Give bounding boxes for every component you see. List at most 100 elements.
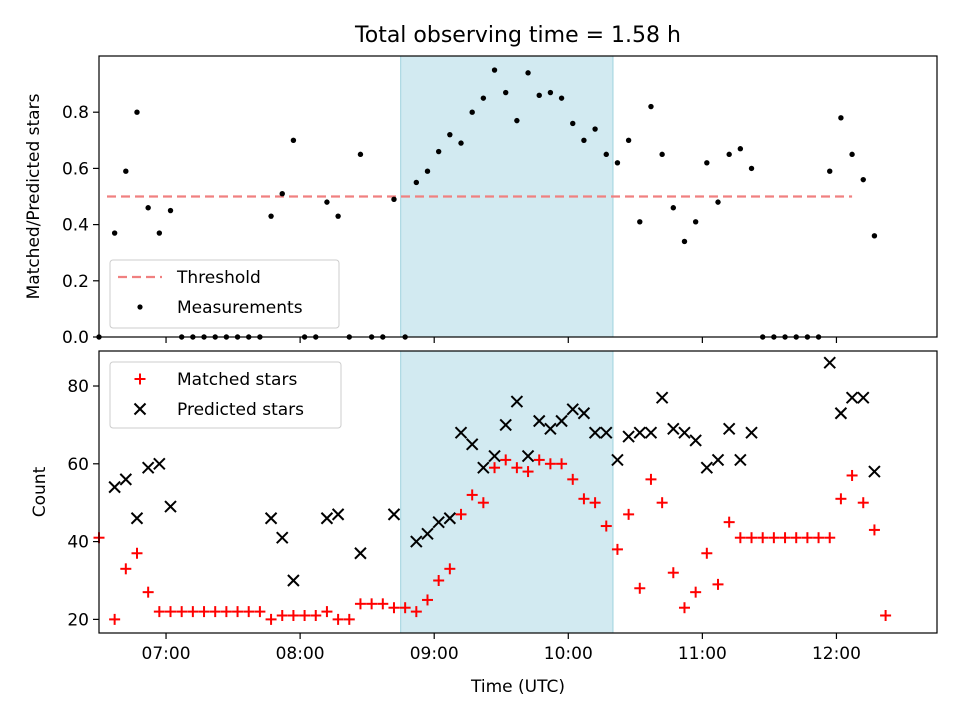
bottom-plot-frame [98, 350, 938, 634]
matched-star-point [734, 532, 746, 544]
matched-star-point [723, 516, 735, 528]
x-tick-label: 12:00 [812, 644, 861, 664]
predicted-star-point [354, 547, 367, 560]
predicted-star-point [320, 512, 334, 525]
matched-star-point [556, 458, 568, 470]
matched-star-point [611, 543, 623, 555]
x-tick-label: 10:00 [544, 644, 593, 664]
matched-star-point [109, 613, 121, 625]
predicted-star-point [488, 449, 501, 463]
measurement-point [827, 168, 833, 174]
measurement-point [145, 205, 151, 211]
predicted-star-point [711, 453, 725, 467]
predicted-star-point [689, 434, 702, 447]
predicted-star-point [667, 422, 680, 436]
predicted-star-point [868, 465, 881, 478]
top-legend: Threshold Measurements [109, 259, 340, 329]
matched-star-point [120, 563, 132, 575]
x-tick-label: 08:00 [276, 644, 325, 664]
matched-star-point [824, 532, 836, 544]
y-tick-label: 0.8 [62, 103, 89, 123]
predicted-star-point [745, 426, 758, 439]
legend-measurements-label: Measurements [177, 298, 303, 318]
measurement-point [357, 151, 364, 158]
predicted-star-point [130, 512, 144, 525]
matched-star-point [846, 469, 858, 481]
matched-star-point [489, 462, 501, 474]
matched-star-point [220, 606, 232, 618]
predicted-star-point [834, 407, 848, 420]
measurement-point [681, 238, 688, 245]
predicted-star-point [644, 426, 658, 439]
matched-star-point [198, 606, 210, 618]
predicted-star-point [443, 512, 457, 525]
matched-star-point [533, 454, 545, 466]
predicted-star-point [421, 527, 434, 541]
measurement-point [335, 213, 341, 219]
legend-matched-marker [134, 373, 146, 385]
matched-star-point [746, 532, 758, 544]
predicted-star-point [164, 500, 177, 513]
matched-star-point [757, 532, 769, 544]
y-tick-label: 0.0 [62, 328, 89, 348]
predicted-star-point [611, 453, 624, 467]
measurement-point [748, 165, 755, 172]
predicted-star-point [432, 515, 445, 529]
matched-star-point [388, 602, 400, 614]
measurement-point [726, 151, 732, 158]
matched-star-point [176, 606, 188, 618]
predicted-star-point [577, 407, 591, 420]
y-tick-label: 0.4 [62, 216, 89, 236]
predicted-star-point [566, 403, 579, 416]
matched-star-point [544, 458, 556, 470]
measurement-point [603, 151, 609, 158]
measurement-point [424, 168, 431, 174]
matched-star-point [332, 613, 344, 625]
measurement-point [480, 95, 487, 101]
predicted-star-point [287, 574, 300, 587]
matched-star-point [187, 606, 199, 618]
legend-predicted-label: Predicted stars [177, 400, 304, 420]
matched-star-point [276, 609, 288, 621]
legend-predicted-marker [133, 402, 147, 416]
matched-star-point [768, 532, 780, 544]
matched-star-point [667, 567, 679, 579]
measurement-point [156, 230, 163, 236]
measurement-point [715, 199, 721, 205]
predicted-star-point [700, 461, 714, 474]
predicted-star-point [555, 414, 568, 428]
measurement-point [536, 92, 542, 99]
x-tick-label: 07:00 [142, 644, 191, 664]
predicted-star-point [153, 457, 166, 471]
matched-stars-points [93, 454, 892, 625]
top-plot-frame [98, 55, 938, 338]
top-legend-box [109, 259, 340, 329]
chart-title: Total observing time = 1.58 h [354, 23, 681, 48]
legend-matched-symbol [134, 373, 146, 385]
predicted-star-point [678, 426, 691, 439]
y-tick-label: 20 [67, 610, 89, 630]
measurement-point [558, 95, 565, 101]
matched-star-point [567, 473, 579, 485]
predicted-star-point [499, 418, 512, 432]
legend-predicted-symbol [133, 402, 147, 416]
matched-star-point [701, 547, 713, 559]
measurement-point [514, 117, 520, 124]
matched-star-point [310, 609, 322, 621]
observing-interval-shade-bottom [400, 350, 614, 634]
predicted-star-point [588, 426, 602, 439]
measurement-point [123, 168, 129, 174]
top-panel: 0.00.20.40.60.8 Matched/Predicted stars … [24, 55, 938, 348]
predicted-star-point [857, 391, 870, 404]
measurement-point [391, 196, 397, 203]
bottom-y-axis-label: Count [30, 466, 50, 517]
matched-star-point [444, 563, 456, 575]
measurement-point [290, 137, 297, 143]
measurement-point [614, 160, 621, 166]
matched-star-point [131, 547, 143, 559]
matched-star-point [366, 598, 378, 610]
measurement-point [637, 219, 643, 225]
measurement-point [279, 190, 285, 197]
matched-star-point [433, 574, 445, 586]
